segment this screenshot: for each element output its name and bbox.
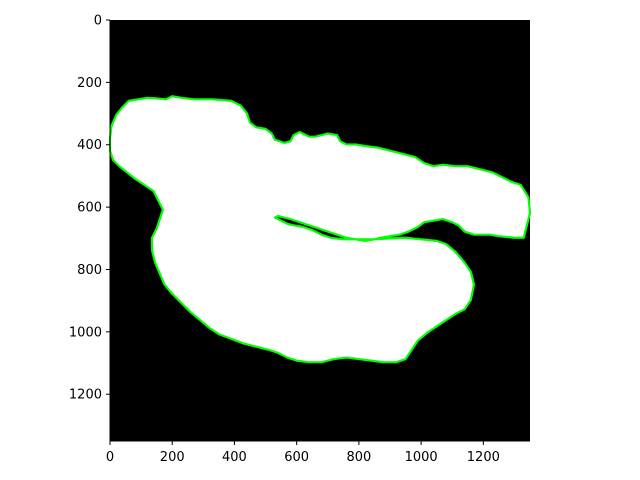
y-tick-label: 600	[77, 201, 102, 216]
y-tick-label: 1200	[69, 388, 102, 403]
y-tick-label: 400	[77, 138, 102, 153]
y-tick-label: 0	[94, 14, 102, 29]
y-tick-label: 200	[77, 76, 102, 91]
axes-frame	[109, 20, 530, 442]
x-tick-label: 1000	[405, 450, 438, 465]
x-tick-label: 0	[106, 450, 114, 465]
mask-shape	[108, 95, 532, 364]
y-axis-ticks: 0 200 400 600 800 1000 1200	[69, 14, 110, 403]
x-tick-label: 1200	[467, 450, 500, 465]
x-tick-label: 200	[160, 450, 185, 465]
y-tick-label: 800	[77, 263, 102, 278]
x-tick-label: 600	[284, 450, 309, 465]
x-axis-ticks: 0 200 400 600 800 1000 1200	[106, 441, 500, 465]
y-tick-label: 1000	[69, 325, 102, 340]
x-tick-label: 800	[346, 450, 371, 465]
x-tick-label: 400	[222, 450, 247, 465]
segmentation-mask	[108, 95, 532, 364]
